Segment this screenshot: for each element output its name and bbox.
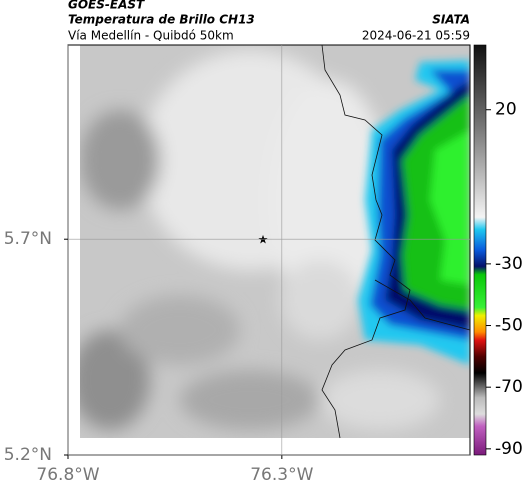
coastline xyxy=(321,44,411,439)
datetime: 2024-06-21 05:59 xyxy=(362,29,470,43)
satellite-image xyxy=(80,45,470,438)
colorbar-label: -70 xyxy=(495,377,523,397)
colorbar-label: -30 xyxy=(495,254,523,274)
y-tick-label: 5.7°N xyxy=(4,229,52,249)
x-tick-label: 76.3°W xyxy=(250,465,313,485)
x-tick-label: 76.8°W xyxy=(36,465,99,485)
colorbar-label: -50 xyxy=(495,316,523,336)
subtitle: Vía Medellín - Quibdó 50km xyxy=(68,29,234,43)
source: GOES-EAST xyxy=(68,0,145,12)
colorbar-label: -90 xyxy=(495,439,523,459)
colorbar-label: 20 xyxy=(495,100,517,120)
y-tick-label: 5.2°N xyxy=(4,445,52,465)
border xyxy=(374,279,471,331)
org: SIATA xyxy=(432,13,470,27)
title: Temperatura de Brillo CH13 xyxy=(68,13,255,27)
colorbar xyxy=(473,44,487,456)
